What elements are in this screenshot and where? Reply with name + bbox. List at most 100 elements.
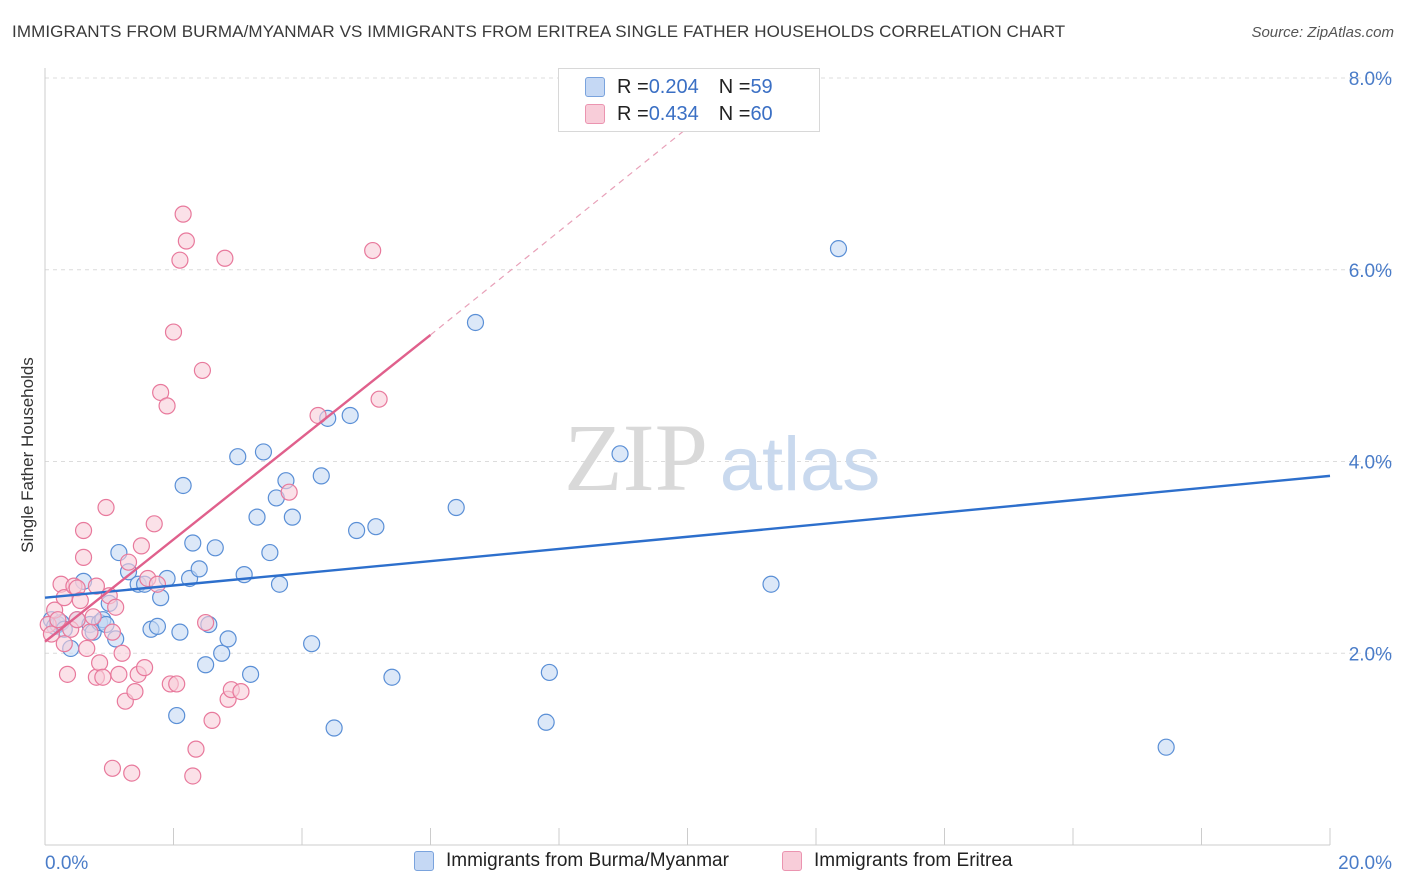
point-burma bbox=[540, 663, 558, 682]
y-tick-label: 8.0% bbox=[1349, 69, 1392, 90]
legend-n-label: N = bbox=[718, 102, 751, 125]
point-burma bbox=[348, 521, 366, 540]
point-eritrea bbox=[42, 625, 61, 643]
bottom-legend-eritrea: Immigrants from Eritrea bbox=[782, 850, 1012, 872]
point-burma bbox=[254, 443, 273, 461]
point-eritrea bbox=[168, 675, 186, 693]
point-burma bbox=[261, 543, 279, 562]
point-burma bbox=[248, 508, 266, 526]
point-eritrea bbox=[55, 635, 73, 653]
point-eritrea bbox=[177, 232, 195, 250]
point-burma bbox=[1157, 738, 1175, 756]
y-tick-label: 2.0% bbox=[1349, 644, 1392, 665]
point-eritrea bbox=[74, 548, 93, 566]
point-burma bbox=[367, 518, 385, 536]
point-eritrea bbox=[119, 553, 138, 571]
point-burma bbox=[611, 445, 629, 463]
legend-n-value: 59 bbox=[750, 75, 773, 98]
point-burma bbox=[537, 713, 555, 731]
point-eritrea bbox=[187, 740, 205, 758]
point-burma bbox=[190, 560, 208, 578]
axes bbox=[44, 68, 1331, 846]
point-eritrea bbox=[126, 682, 144, 701]
chart-title: IMMIGRANTS FROM BURMA/MYANMAR VS IMMIGRA… bbox=[12, 22, 1066, 41]
bottom-legend-burma: Immigrants from Burma/Myanmar bbox=[414, 850, 729, 872]
point-burma bbox=[341, 406, 359, 425]
legend-r-label: R = bbox=[617, 102, 649, 125]
x-tick-label: 0.0% bbox=[45, 853, 88, 874]
point-eritrea bbox=[184, 767, 202, 785]
point-eritrea bbox=[158, 397, 176, 415]
point-eritrea bbox=[74, 521, 93, 540]
point-burma bbox=[829, 240, 848, 258]
point-burma bbox=[197, 656, 215, 674]
trend-lines bbox=[44, 101, 1331, 643]
source-label: Source: ZipAtlas.com bbox=[1251, 24, 1394, 41]
watermark-atlas: atlas bbox=[720, 422, 881, 507]
point-burma bbox=[762, 575, 780, 593]
point-eritrea bbox=[132, 537, 150, 555]
point-eritrea bbox=[81, 623, 99, 641]
correlation-legend: R = 0.204 N = 59 R = 0.434 N = 60 bbox=[558, 68, 820, 132]
legend-n-label: N = bbox=[718, 75, 751, 98]
trend-line-eritrea bbox=[44, 334, 432, 643]
point-burma bbox=[242, 665, 260, 683]
point-eritrea bbox=[174, 205, 192, 223]
point-burma bbox=[283, 508, 301, 526]
point-eritrea bbox=[94, 668, 112, 686]
point-burma bbox=[213, 644, 231, 662]
point-eritrea bbox=[370, 390, 388, 408]
y-tick-label: 6.0% bbox=[1349, 261, 1392, 282]
watermark: ZIP atlas bbox=[564, 404, 880, 511]
point-eritrea bbox=[203, 711, 221, 729]
point-eritrea bbox=[58, 665, 77, 683]
point-eritrea bbox=[87, 577, 106, 595]
tick-labels: 2.0% 4.0% 6.0% 8.0% 0.0% 20.0% bbox=[45, 69, 1392, 874]
point-eritrea bbox=[84, 608, 102, 626]
legend-r-value: 0.204 bbox=[648, 75, 699, 98]
point-eritrea bbox=[197, 613, 215, 632]
legend-swatch-burma bbox=[585, 77, 605, 97]
point-eritrea bbox=[364, 241, 382, 260]
trend-line-burma bbox=[44, 474, 1331, 599]
point-eritrea bbox=[103, 759, 122, 777]
point-burma bbox=[168, 706, 186, 725]
watermark-zip: ZIP bbox=[564, 404, 708, 511]
point-eritrea bbox=[135, 659, 154, 677]
point-eritrea bbox=[97, 498, 115, 517]
point-eritrea bbox=[113, 644, 131, 662]
data-points bbox=[39, 205, 1175, 785]
point-eritrea bbox=[107, 598, 125, 616]
legend-row-burma: R = 0.204 N = 59 bbox=[585, 74, 773, 100]
y-tick-label: 4.0% bbox=[1349, 453, 1392, 474]
point-eritrea bbox=[110, 665, 128, 683]
point-eritrea bbox=[49, 611, 67, 629]
bottom-legend-swatch-burma bbox=[414, 851, 434, 871]
bottom-legend-swatch-eritrea bbox=[782, 851, 802, 871]
point-eritrea bbox=[91, 654, 109, 672]
point-eritrea bbox=[216, 249, 234, 267]
legend-r-label: R = bbox=[617, 75, 649, 98]
trend-line-eritrea-extension bbox=[430, 101, 721, 336]
point-burma bbox=[171, 623, 189, 641]
legend-row-eritrea: R = 0.434 N = 60 bbox=[585, 101, 773, 127]
point-burma bbox=[174, 476, 192, 495]
point-burma bbox=[303, 635, 321, 653]
point-eritrea bbox=[148, 575, 167, 593]
point-burma bbox=[184, 534, 202, 552]
point-eritrea bbox=[103, 623, 122, 641]
point-burma bbox=[466, 313, 485, 332]
bottom-legend-label-burma: Immigrants from Burma/Myanmar bbox=[446, 850, 729, 871]
point-eritrea bbox=[71, 591, 89, 610]
point-burma bbox=[312, 467, 330, 485]
point-burma bbox=[148, 617, 167, 636]
point-eritrea bbox=[78, 639, 96, 658]
bottom-legend-label-eritrea: Immigrants from Eritrea bbox=[814, 850, 1013, 871]
legend-n-value: 60 bbox=[750, 102, 773, 125]
point-eritrea bbox=[164, 323, 183, 341]
point-eritrea bbox=[193, 361, 212, 380]
point-burma bbox=[229, 448, 247, 466]
point-eritrea bbox=[171, 251, 189, 269]
point-burma bbox=[383, 668, 401, 686]
legend-swatch-eritrea bbox=[585, 104, 605, 124]
